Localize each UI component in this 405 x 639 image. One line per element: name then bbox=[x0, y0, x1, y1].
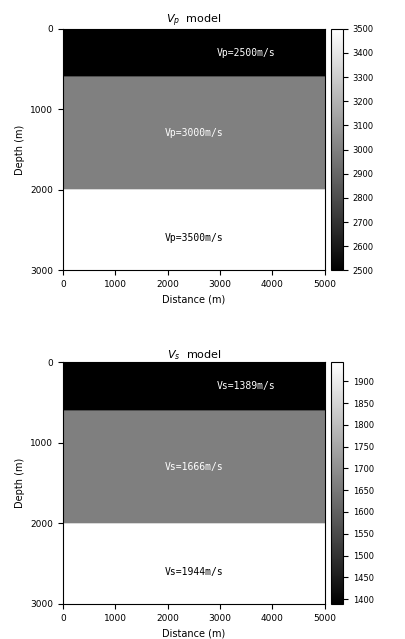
Text: Vp=2500m/s: Vp=2500m/s bbox=[216, 48, 275, 58]
Y-axis label: Depth (m): Depth (m) bbox=[15, 125, 25, 174]
Title: $V_s$  model: $V_s$ model bbox=[166, 348, 221, 362]
Text: Vs=1666m/s: Vs=1666m/s bbox=[164, 462, 223, 472]
Text: Vp=3500m/s: Vp=3500m/s bbox=[164, 233, 223, 243]
Text: Vp=3000m/s: Vp=3000m/s bbox=[164, 128, 223, 139]
Y-axis label: Depth (m): Depth (m) bbox=[15, 458, 25, 508]
X-axis label: Distance (m): Distance (m) bbox=[162, 295, 225, 305]
Text: Vs=1389m/s: Vs=1389m/s bbox=[216, 381, 275, 391]
Text: Vs=1944m/s: Vs=1944m/s bbox=[164, 567, 223, 576]
Title: $V_p$  model: $V_p$ model bbox=[166, 12, 221, 29]
X-axis label: Distance (m): Distance (m) bbox=[162, 628, 225, 638]
